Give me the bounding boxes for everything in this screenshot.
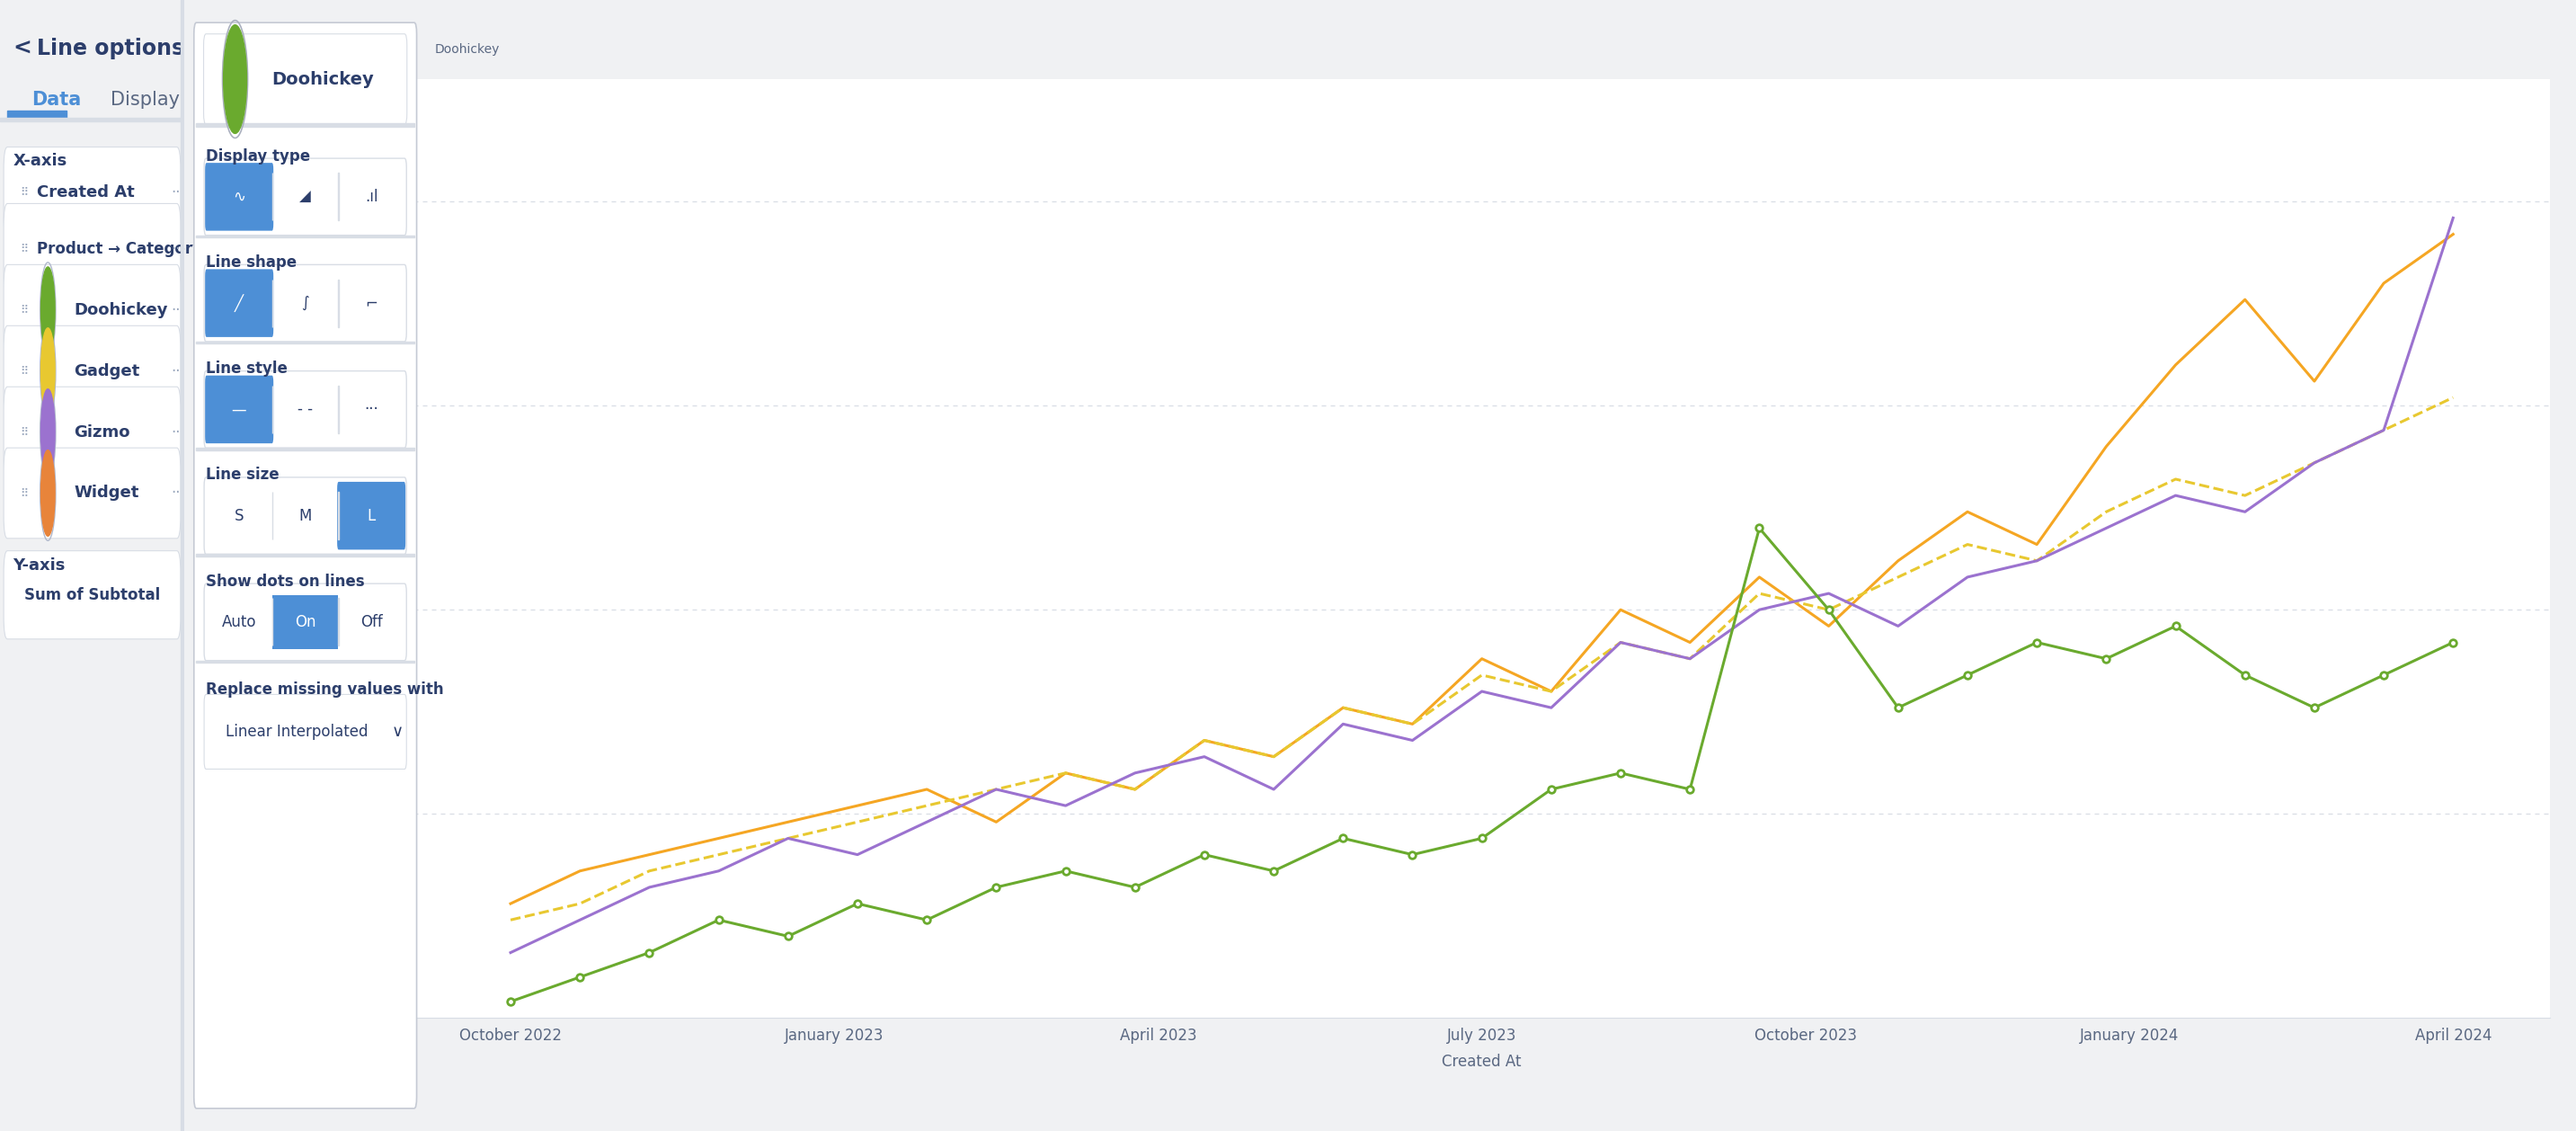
FancyBboxPatch shape xyxy=(206,269,273,337)
FancyBboxPatch shape xyxy=(3,448,180,538)
Text: L: L xyxy=(368,508,376,524)
Text: Line size: Line size xyxy=(206,467,278,483)
Text: ···: ··· xyxy=(173,241,185,257)
Text: ⠿: ⠿ xyxy=(21,187,28,198)
FancyBboxPatch shape xyxy=(204,584,407,661)
Text: - -: - - xyxy=(299,402,312,417)
Bar xyxy=(196,235,415,238)
Text: Gizmo: Gizmo xyxy=(75,424,129,440)
FancyBboxPatch shape xyxy=(3,551,180,639)
Text: —: — xyxy=(232,402,247,417)
Circle shape xyxy=(41,389,54,475)
Text: Line style: Line style xyxy=(206,361,289,377)
Text: ◢: ◢ xyxy=(299,189,312,205)
Text: ···: ··· xyxy=(363,402,379,417)
FancyBboxPatch shape xyxy=(3,265,180,355)
Circle shape xyxy=(224,25,247,133)
Text: ···: ··· xyxy=(173,302,185,318)
FancyBboxPatch shape xyxy=(204,477,407,554)
FancyBboxPatch shape xyxy=(3,387,180,477)
FancyBboxPatch shape xyxy=(206,375,273,443)
Text: Display: Display xyxy=(111,90,180,109)
Bar xyxy=(8,111,67,119)
Text: ∿: ∿ xyxy=(232,189,245,205)
Text: Show dots on lines: Show dots on lines xyxy=(206,573,366,589)
Bar xyxy=(196,448,415,450)
FancyBboxPatch shape xyxy=(3,204,180,294)
Text: Data: Data xyxy=(31,90,80,109)
FancyBboxPatch shape xyxy=(206,163,273,231)
X-axis label: Created At: Created At xyxy=(1443,1054,1522,1070)
Text: ⠿: ⠿ xyxy=(21,304,28,316)
FancyBboxPatch shape xyxy=(204,265,407,342)
Text: Linear Interpolated: Linear Interpolated xyxy=(227,724,368,740)
Text: Off: Off xyxy=(361,614,384,630)
Text: Auto: Auto xyxy=(222,614,258,630)
Text: Display type: Display type xyxy=(206,148,312,164)
Text: Doohickey: Doohickey xyxy=(435,43,500,55)
Circle shape xyxy=(41,328,54,414)
Bar xyxy=(196,661,415,663)
FancyBboxPatch shape xyxy=(3,147,180,238)
Text: Doohickey: Doohickey xyxy=(270,70,374,88)
Text: Sum of Subtotal: Sum of Subtotal xyxy=(23,587,160,603)
Text: ···: ··· xyxy=(173,485,185,501)
Text: ╱: ╱ xyxy=(234,294,245,312)
Bar xyxy=(0,118,185,121)
FancyBboxPatch shape xyxy=(193,23,417,1108)
Text: S: S xyxy=(234,508,245,524)
Text: M: M xyxy=(299,508,312,524)
Bar xyxy=(180,0,185,1131)
Text: ∨: ∨ xyxy=(392,724,404,740)
Text: Line shape: Line shape xyxy=(206,254,296,270)
Text: Gadget: Gadget xyxy=(75,363,139,379)
Bar xyxy=(196,123,415,127)
FancyBboxPatch shape xyxy=(3,326,180,416)
Bar xyxy=(273,595,337,649)
Text: Product → Category: Product → Category xyxy=(36,241,204,257)
Circle shape xyxy=(41,267,54,353)
Text: Doohickey: Doohickey xyxy=(75,302,167,318)
Text: Y-axis: Y-axis xyxy=(13,558,64,573)
Text: ···: ··· xyxy=(173,424,185,440)
Text: Replace missing values with: Replace missing values with xyxy=(206,682,443,698)
Text: <: < xyxy=(13,37,31,60)
Text: Line options: Line options xyxy=(36,37,185,60)
Text: Widget: Widget xyxy=(75,485,139,501)
Text: ⌐: ⌐ xyxy=(366,295,379,311)
Text: On: On xyxy=(294,614,317,630)
Text: ⠿: ⠿ xyxy=(21,243,28,254)
FancyBboxPatch shape xyxy=(204,371,407,448)
Text: ∫: ∫ xyxy=(301,295,309,311)
FancyBboxPatch shape xyxy=(204,34,407,124)
Text: .ıl: .ıl xyxy=(366,189,379,205)
FancyBboxPatch shape xyxy=(204,694,407,769)
Text: Created At: Created At xyxy=(36,184,134,200)
Text: ⠿: ⠿ xyxy=(21,426,28,438)
Text: ⠿: ⠿ xyxy=(21,487,28,499)
Circle shape xyxy=(41,450,54,536)
FancyBboxPatch shape xyxy=(337,482,404,550)
Text: X-axis: X-axis xyxy=(13,153,67,169)
FancyBboxPatch shape xyxy=(204,158,407,235)
Bar xyxy=(196,554,415,556)
Bar xyxy=(196,342,415,344)
Text: ···: ··· xyxy=(173,363,185,379)
Text: ⠿: ⠿ xyxy=(21,365,28,377)
Text: ···: ··· xyxy=(173,184,185,200)
